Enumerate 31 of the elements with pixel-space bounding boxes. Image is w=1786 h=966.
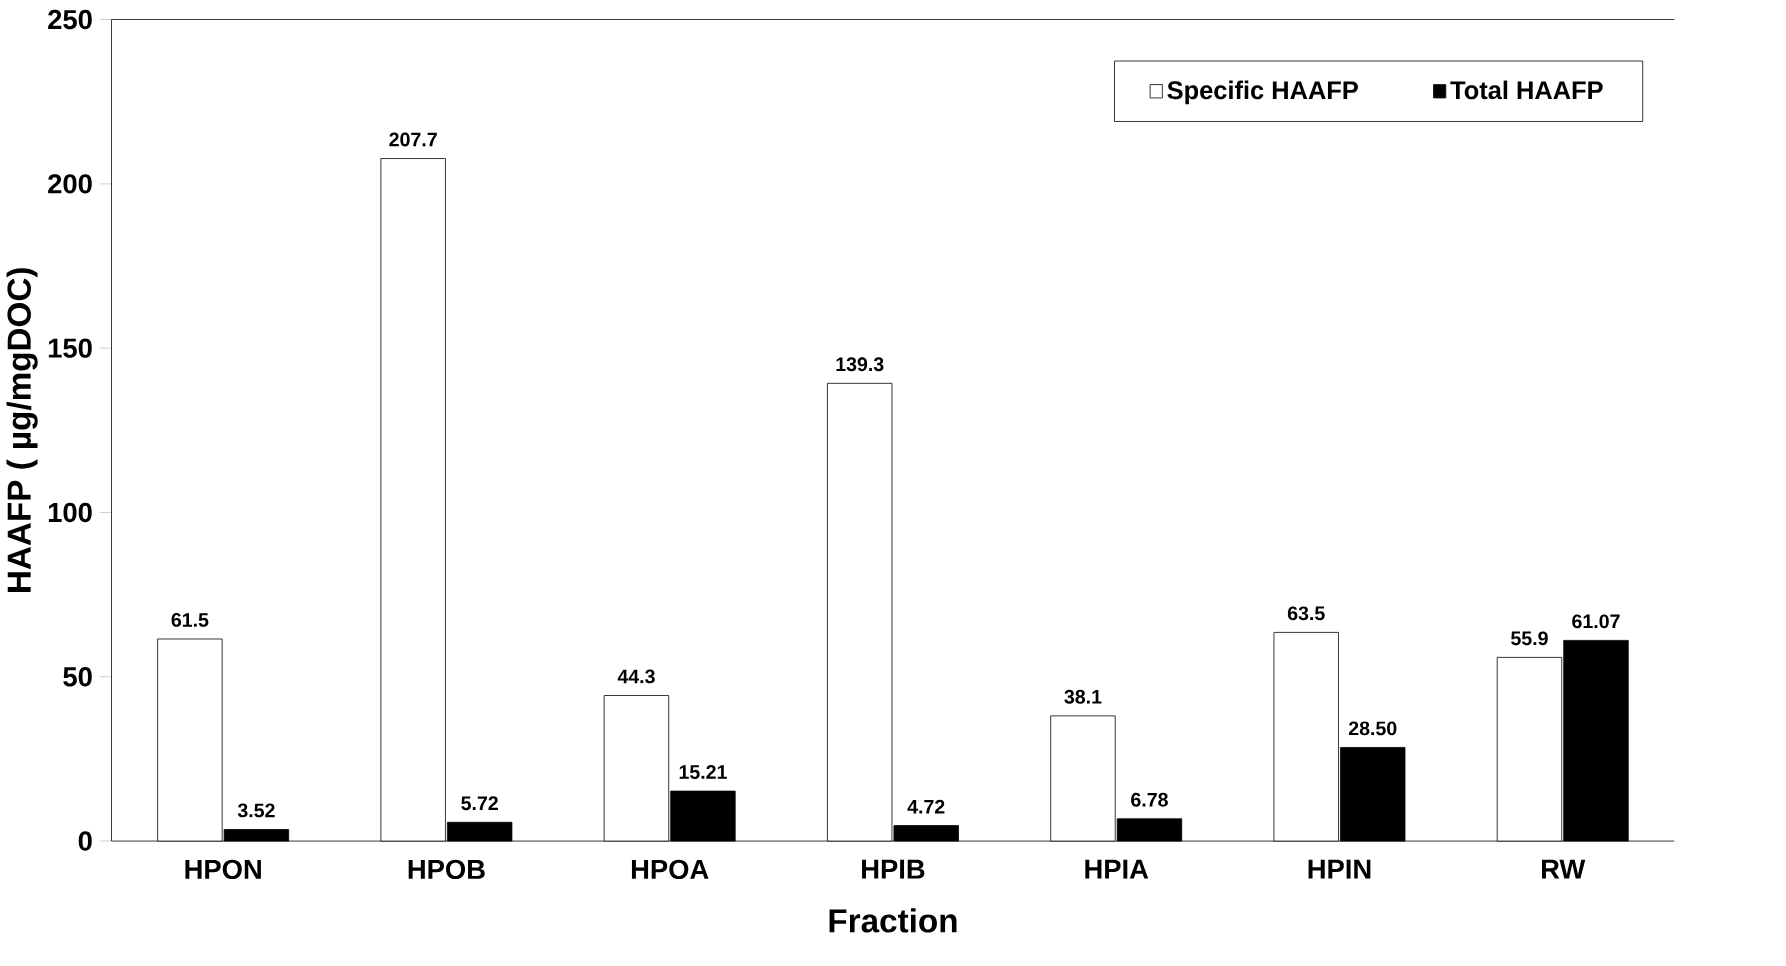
data-label: 15.21 — [679, 764, 727, 779]
data-label: 44.3 — [617, 669, 655, 684]
legend-label: Specific HAAFP — [1167, 80, 1358, 105]
x-tick-label: HPIN — [1308, 859, 1371, 879]
y-tick-label: 0 — [78, 831, 92, 851]
data-label: 5.72 — [461, 796, 498, 811]
x-tick-label: HPOB — [408, 859, 485, 879]
y-tick-label: 250 — [48, 9, 92, 30]
x-tick-label: HPOA — [631, 859, 709, 879]
data-label: 139.3 — [836, 357, 884, 372]
x-tick-label: HPON — [185, 859, 261, 879]
data-label: 63.5 — [1287, 606, 1325, 621]
data-label: 28.50 — [1348, 721, 1397, 736]
data-label: 207.7 — [389, 132, 437, 147]
data-label: 38.1 — [1064, 689, 1102, 704]
x-axis-title: Fraction — [829, 908, 957, 933]
x-tick-label: HPIA — [1085, 859, 1149, 879]
y-tick-label: 200 — [48, 174, 92, 194]
y-tick-label: 100 — [48, 502, 92, 523]
data-label: 61.5 — [171, 612, 209, 627]
data-label: 55.9 — [1511, 631, 1548, 646]
data-label: 4.72 — [907, 799, 945, 814]
data-label: 3.52 — [237, 803, 275, 818]
y-tick-label: 150 — [48, 338, 92, 358]
data-label: 6.78 — [1131, 792, 1168, 807]
x-tick-label: HPIB — [862, 859, 925, 879]
y-tick-label: 50 — [63, 666, 92, 687]
y-axis-title: HAAFP ( µg/mgDOC) — [6, 268, 38, 592]
x-tick-label: RW — [1542, 859, 1586, 879]
legend-label: Total HAAFP — [1450, 80, 1603, 100]
data-label: 61.07 — [1572, 614, 1620, 629]
